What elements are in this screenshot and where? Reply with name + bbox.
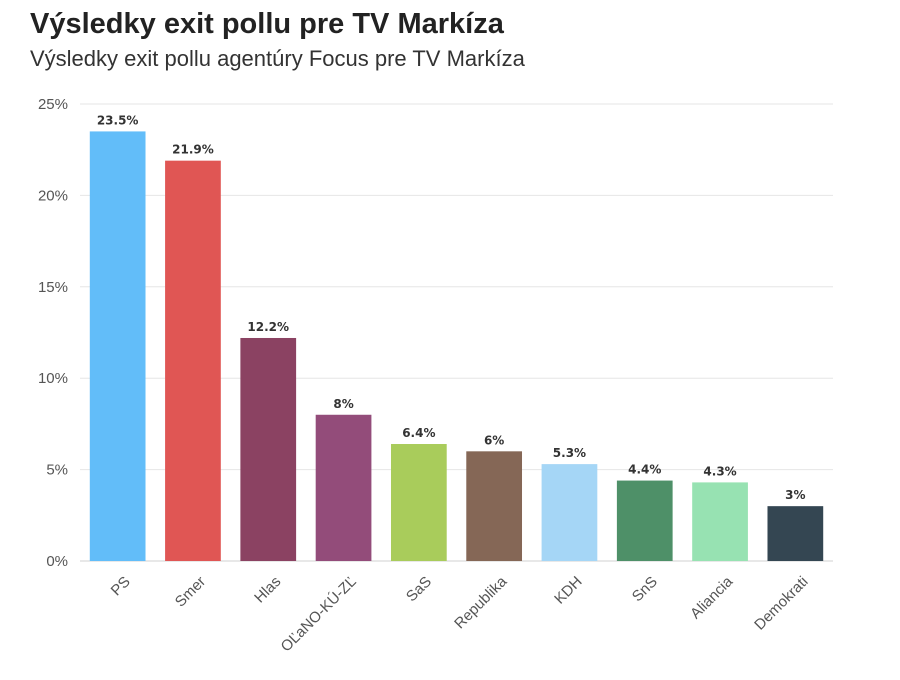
x-tick-label: PS <box>108 573 134 599</box>
bar <box>541 464 598 561</box>
bar <box>89 131 146 562</box>
data-labels: 23.5% 21.9% 12.2% 8% 6.4% 6% 5.3% 4.4% 4.3% 3% <box>97 113 806 502</box>
y-axis-ticks: 0% 5% 10% 15% 20% 25% <box>38 96 68 570</box>
data-label: 21.9% <box>172 143 214 157</box>
x-tick-label: SnS <box>629 573 661 605</box>
bar <box>165 160 221 561</box>
x-tick-label: Aliancia <box>687 573 737 623</box>
chart-title: Výsledky exit pollu pre TV Markíza <box>30 8 504 40</box>
y-tick-label: 15% <box>38 279 68 296</box>
data-label: 23.5% <box>97 113 139 127</box>
x-tick-label: KDH <box>551 573 585 607</box>
bar <box>692 482 748 561</box>
x-tick-label: OĽaNO-KÚ-ZĽ <box>278 573 360 655</box>
x-tick-label: Republika <box>451 573 511 633</box>
x-tick-label: Smer <box>172 573 209 610</box>
bar <box>767 506 824 561</box>
bar <box>616 480 673 561</box>
bar <box>390 444 447 561</box>
data-label: 12.2% <box>247 320 289 334</box>
data-label: 4.4% <box>628 463 661 477</box>
bar <box>466 451 523 561</box>
x-tick-label: SaS <box>403 573 435 605</box>
data-label: 4.3% <box>703 464 736 478</box>
data-label: 6.4% <box>402 426 435 440</box>
y-tick-label: 20% <box>38 187 68 204</box>
chart-subtitle: Výsledky exit pollu agentúry Focus pre T… <box>30 46 525 71</box>
data-label: 6% <box>484 433 504 447</box>
data-label: 8% <box>333 397 353 411</box>
bar <box>240 337 297 561</box>
y-tick-label: 5% <box>46 462 68 479</box>
y-tick-label: 10% <box>38 370 68 387</box>
data-label: 3% <box>785 488 805 502</box>
bar <box>315 414 372 561</box>
data-label: 5.3% <box>553 446 586 460</box>
x-tick-label: Demokrati <box>751 573 811 633</box>
y-tick-label: 25% <box>38 96 68 113</box>
x-tick-label: Hlas <box>251 573 284 606</box>
y-tick-label: 0% <box>46 553 68 570</box>
bars <box>89 131 824 562</box>
